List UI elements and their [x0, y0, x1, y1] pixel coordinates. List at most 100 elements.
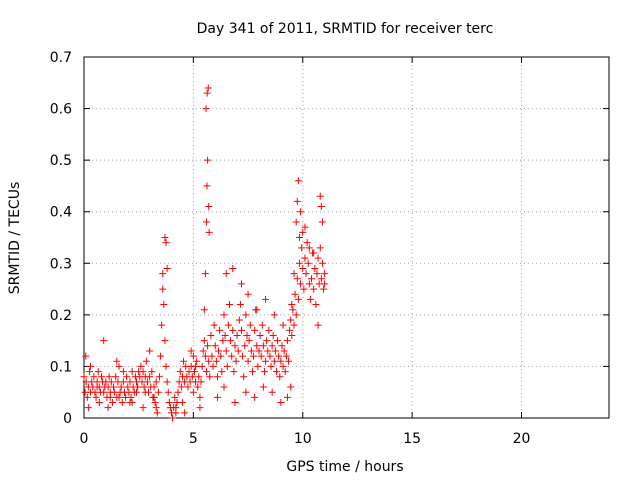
data-point — [270, 311, 278, 319]
data-point — [119, 378, 127, 386]
data-point — [205, 357, 213, 365]
data-point — [212, 357, 220, 365]
data-point — [110, 383, 118, 391]
data-point — [264, 347, 272, 355]
data-point — [153, 409, 161, 417]
data-point — [221, 331, 229, 339]
data-point — [206, 373, 214, 381]
data-point — [203, 218, 210, 226]
data-point — [250, 352, 258, 360]
data-point — [247, 347, 255, 355]
data-point — [229, 326, 237, 334]
data-point — [189, 352, 197, 360]
data-point — [246, 321, 254, 329]
data-point — [201, 352, 209, 360]
data-point — [196, 393, 204, 401]
data-point — [270, 357, 278, 365]
data-point — [162, 362, 170, 370]
data-point — [201, 270, 209, 278]
data-point — [146, 347, 154, 355]
data-point — [299, 228, 307, 236]
data-point — [128, 368, 136, 376]
data-point — [254, 362, 262, 370]
data-point — [113, 357, 121, 365]
data-point — [159, 285, 167, 293]
y-axis-title: SRMTID / TECUs — [7, 182, 23, 295]
data-point — [139, 404, 147, 412]
data-point — [134, 383, 142, 391]
data-point — [253, 342, 261, 350]
data-point — [310, 249, 318, 257]
data-point — [107, 378, 115, 386]
data-point — [294, 177, 302, 185]
data-point — [193, 357, 201, 365]
data-point — [281, 368, 289, 376]
data-point — [280, 347, 288, 355]
data-point — [139, 368, 147, 376]
data-point — [321, 280, 329, 288]
data-point — [222, 347, 230, 355]
x-tick-label: 20 — [513, 431, 531, 447]
data-point — [317, 203, 325, 211]
data-point — [303, 239, 311, 247]
data-point — [283, 393, 291, 401]
data-point — [80, 373, 88, 381]
data-point — [180, 357, 188, 365]
x-tick-label: 10 — [294, 431, 312, 447]
data-point — [174, 388, 182, 396]
data-point — [157, 352, 165, 360]
data-point — [241, 342, 249, 350]
data-point — [229, 264, 237, 272]
data-point — [243, 331, 251, 339]
data-point — [225, 301, 233, 309]
data-point — [293, 197, 301, 205]
data-point — [200, 337, 208, 345]
data-point — [227, 337, 235, 345]
data-point — [222, 270, 230, 278]
data-point — [293, 275, 301, 283]
data-point — [297, 208, 305, 216]
data-point — [231, 342, 239, 350]
data-point — [287, 316, 295, 324]
y-tick-label: 0.3 — [50, 256, 72, 272]
data-point — [148, 368, 156, 376]
axis-ticks: 0 0.1 0.2 0.3 0.4 0.5 0.6 0.7 0 5 10 15 20 — [50, 50, 609, 447]
data-point — [285, 357, 293, 365]
data-point — [119, 368, 127, 376]
data-point — [295, 259, 303, 267]
y-tick-label: 0.6 — [50, 102, 72, 118]
data-point — [318, 218, 326, 226]
data-point — [248, 368, 256, 376]
data-point — [288, 301, 296, 309]
data-point — [199, 347, 207, 355]
data-point — [123, 373, 131, 381]
data-point — [200, 306, 208, 314]
data-point — [190, 368, 198, 376]
y-tick-label: 0.2 — [50, 308, 72, 324]
data-point — [273, 368, 280, 376]
data-point — [231, 399, 239, 407]
data-point — [268, 388, 276, 396]
data-point — [257, 352, 265, 360]
data-point — [282, 352, 290, 360]
data-point — [234, 347, 242, 355]
data-point — [126, 378, 134, 386]
data-point — [115, 393, 123, 401]
data-point — [255, 347, 263, 355]
data-point — [95, 399, 103, 407]
data-point — [262, 295, 270, 303]
data-point — [100, 388, 108, 396]
data-point — [294, 295, 302, 303]
data-point — [151, 399, 159, 407]
data-point — [127, 393, 135, 401]
data-point — [317, 275, 325, 283]
data-point — [283, 337, 291, 345]
data-point — [265, 326, 273, 334]
data-point — [177, 383, 185, 391]
data-point — [300, 285, 308, 293]
data-point — [223, 362, 231, 370]
data-point — [314, 254, 322, 262]
data-point — [238, 326, 245, 334]
data-point — [150, 383, 158, 391]
